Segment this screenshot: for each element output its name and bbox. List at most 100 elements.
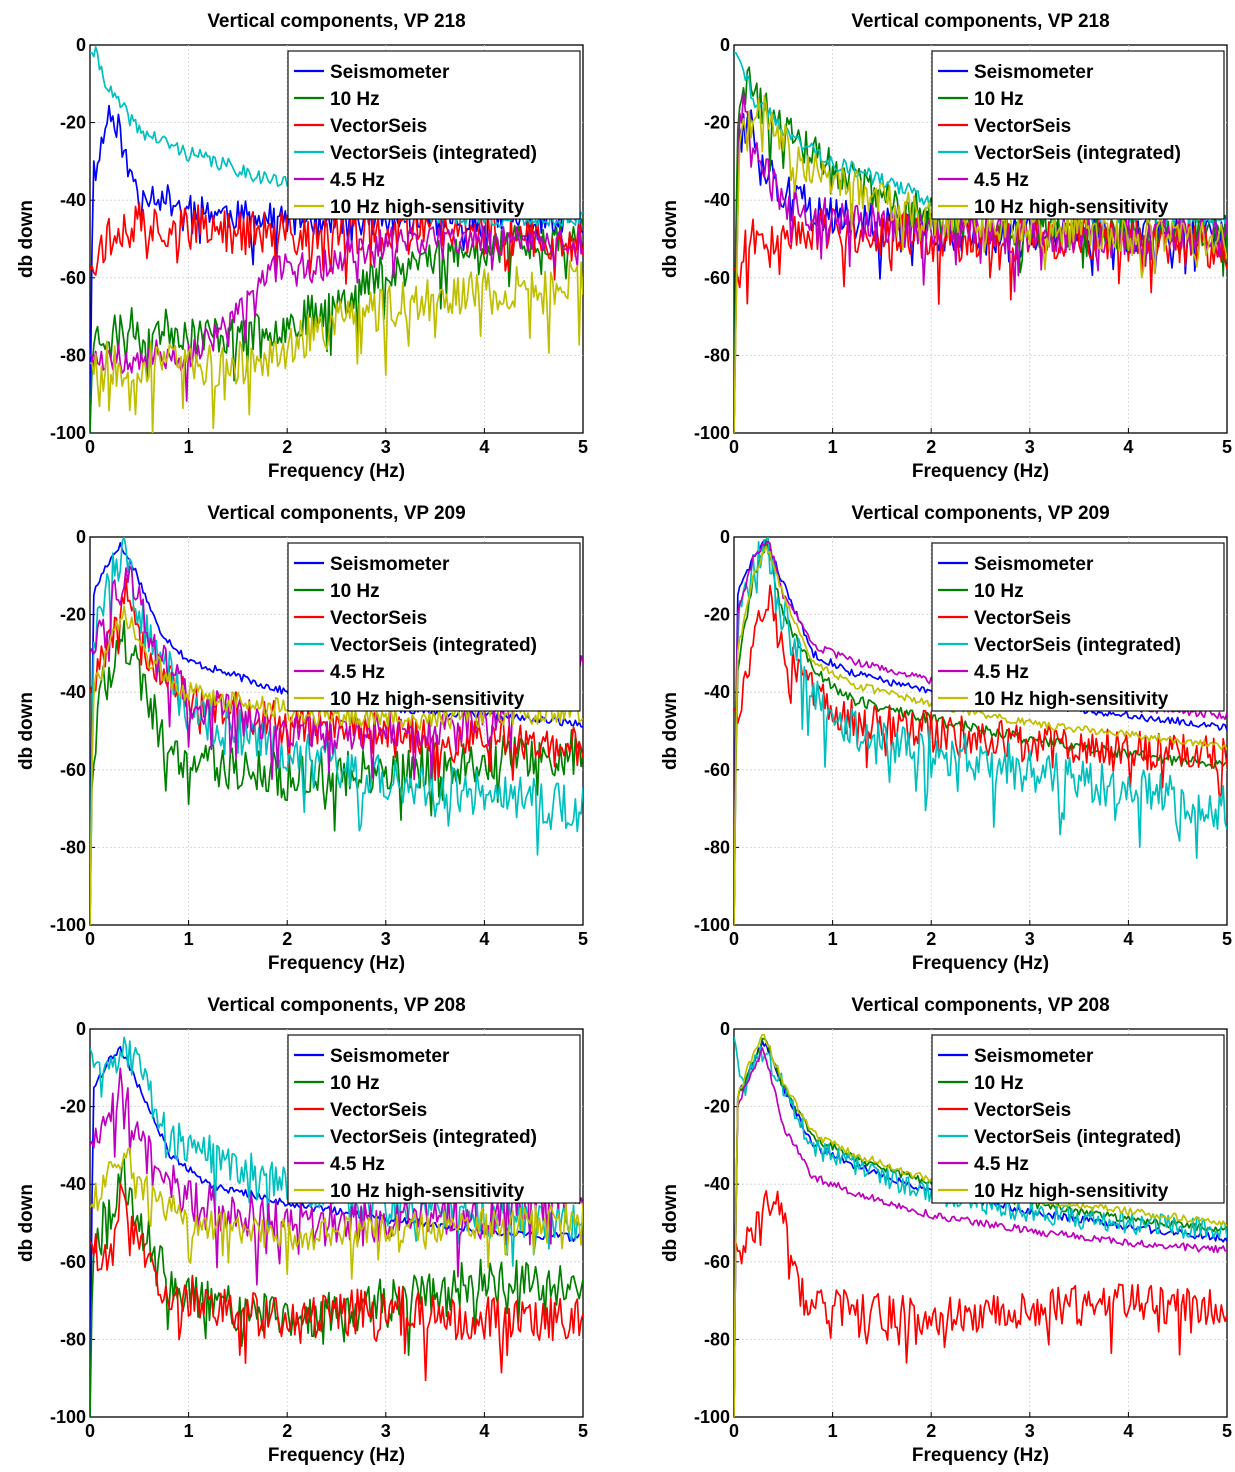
legend: Seismometer 10 Hz VectorSeis VectorSeis (in… xyxy=(931,1034,1225,1204)
x-tick-label: 5 xyxy=(578,1421,588,1441)
series-line xyxy=(90,1045,583,1417)
x-tick-label: 1 xyxy=(184,437,194,457)
legend-label: VectorSeis xyxy=(330,116,427,137)
x-tick-label: 4 xyxy=(1123,929,1133,949)
x-tick-label: 0 xyxy=(729,929,739,949)
x-tick-label: 0 xyxy=(729,1421,739,1441)
x-tick-label: 5 xyxy=(578,437,588,457)
y-axis-label: db down xyxy=(660,692,681,770)
y-tick-label: 0 xyxy=(720,1019,730,1039)
series-line xyxy=(734,1190,1227,1364)
x-tick-label: 2 xyxy=(282,1421,292,1441)
y-axis-label: db down xyxy=(16,692,37,770)
legend: Seismometer 10 Hz VectorSeis VectorSeis (in… xyxy=(287,50,581,220)
y-tick-label: -20 xyxy=(60,113,86,133)
legend-label: 10 Hz xyxy=(974,1073,1024,1094)
y-tick-label: -80 xyxy=(704,1329,730,1349)
chart-title: Vertical components, VP 208 xyxy=(851,995,1109,1016)
legend-label: 4.5 Hz xyxy=(330,170,385,191)
y-tick-label: -20 xyxy=(704,113,730,133)
legend-label: VectorSeis xyxy=(330,1100,427,1121)
x-tick-label: 2 xyxy=(926,929,936,949)
x-tick-label: 3 xyxy=(381,1421,391,1441)
legend-label: VectorSeis xyxy=(974,1100,1071,1121)
series-group xyxy=(90,1036,583,1417)
y-tick-label: -80 xyxy=(60,1329,86,1349)
chart-panel: Vertical components, VP 209 0 1 2 3 4 5 0 -20 -40… xyxy=(16,503,588,974)
legend-label: Seismometer xyxy=(974,1046,1094,1067)
y-axis-label: db down xyxy=(16,1184,37,1262)
legend-box xyxy=(287,50,581,220)
chart-panel: Vertical components, VP 218 0 1 2 3 4 5 0 -20 -40… xyxy=(16,11,588,482)
series-line xyxy=(90,605,583,925)
legend: Seismometer 10 Hz VectorSeis VectorSeis (in… xyxy=(287,542,581,712)
chart-panel: Vertical components, VP 218 0 1 2 3 4 5 0 -20 -40… xyxy=(660,11,1232,482)
legend-label: 4.5 Hz xyxy=(330,662,385,683)
legend-label: 10 Hz xyxy=(974,581,1024,602)
x-tick-label: 1 xyxy=(184,929,194,949)
x-axis-label: Frequency (Hz) xyxy=(912,1445,1049,1466)
legend-box xyxy=(931,50,1225,220)
legend-label: 10 Hz high-sensitivity xyxy=(330,1181,525,1202)
legend-label: 4.5 Hz xyxy=(974,1154,1029,1175)
y-tick-label: -80 xyxy=(60,837,86,857)
y-axis-label: db down xyxy=(660,1184,681,1262)
y-axis-label: db down xyxy=(660,200,681,278)
x-tick-label: 2 xyxy=(282,929,292,949)
legend-label: VectorSeis (integrated) xyxy=(330,635,537,656)
x-tick-label: 0 xyxy=(85,437,95,457)
series-line xyxy=(90,224,583,402)
series-line xyxy=(90,1147,583,1280)
y-tick-label: -60 xyxy=(60,1252,86,1272)
x-tick-label: 0 xyxy=(85,1421,95,1441)
y-tick-label: -60 xyxy=(704,268,730,288)
x-tick-label: 3 xyxy=(1025,437,1035,457)
legend: Seismometer 10 Hz VectorSeis VectorSeis (in… xyxy=(931,542,1225,712)
legend-label: VectorSeis (integrated) xyxy=(330,143,537,164)
series-line xyxy=(734,1047,1227,1417)
y-tick-label: -20 xyxy=(60,605,86,625)
x-tick-label: 4 xyxy=(479,437,489,457)
legend-label: 4.5 Hz xyxy=(330,1154,385,1175)
x-tick-label: 5 xyxy=(1222,929,1232,949)
x-axis-label: Frequency (Hz) xyxy=(268,461,405,482)
x-tick-label: 4 xyxy=(479,1421,489,1441)
series-line xyxy=(90,1067,583,1286)
legend-label: Seismometer xyxy=(330,1046,450,1067)
series-line xyxy=(734,538,1227,925)
x-tick-label: 3 xyxy=(1025,1421,1035,1441)
y-tick-label: -20 xyxy=(704,1097,730,1117)
legend: Seismometer 10 Hz VectorSeis VectorSeis (in… xyxy=(287,1034,581,1204)
y-tick-label: -40 xyxy=(60,1174,86,1194)
legend-label: 10 Hz high-sensitivity xyxy=(974,197,1169,218)
y-tick-label: -80 xyxy=(60,345,86,365)
chart-title: Vertical components, VP 209 xyxy=(851,503,1109,524)
y-tick-label: 0 xyxy=(720,527,730,547)
x-tick-label: 2 xyxy=(926,437,936,457)
y-tick-label: 0 xyxy=(76,527,86,547)
x-tick-label: 4 xyxy=(479,929,489,949)
x-axis-label: Frequency (Hz) xyxy=(268,1445,405,1466)
chart-title: Vertical components, VP 218 xyxy=(851,11,1109,32)
y-tick-label: -80 xyxy=(704,345,730,365)
x-tick-label: 3 xyxy=(381,437,391,457)
y-tick-label: -80 xyxy=(704,837,730,857)
y-axis-label: db down xyxy=(16,200,37,278)
x-axis-label: Frequency (Hz) xyxy=(268,953,405,974)
y-tick-label: -100 xyxy=(50,423,86,443)
y-tick-label: -40 xyxy=(704,190,730,210)
legend-label: Seismometer xyxy=(974,62,1094,83)
y-tick-label: -60 xyxy=(60,268,86,288)
x-tick-label: 2 xyxy=(282,437,292,457)
y-tick-label: -40 xyxy=(60,190,86,210)
x-tick-label: 0 xyxy=(85,929,95,949)
legend-label: 10 Hz xyxy=(330,581,380,602)
legend-label: 10 Hz high-sensitivity xyxy=(974,689,1169,710)
legend-label: VectorSeis xyxy=(330,608,427,629)
y-tick-label: -20 xyxy=(704,605,730,625)
legend-box xyxy=(287,1034,581,1204)
legend: Seismometer 10 Hz VectorSeis VectorSeis (in… xyxy=(931,50,1225,220)
series-line xyxy=(734,537,1227,925)
y-tick-label: -100 xyxy=(694,423,730,443)
x-tick-label: 5 xyxy=(1222,437,1232,457)
